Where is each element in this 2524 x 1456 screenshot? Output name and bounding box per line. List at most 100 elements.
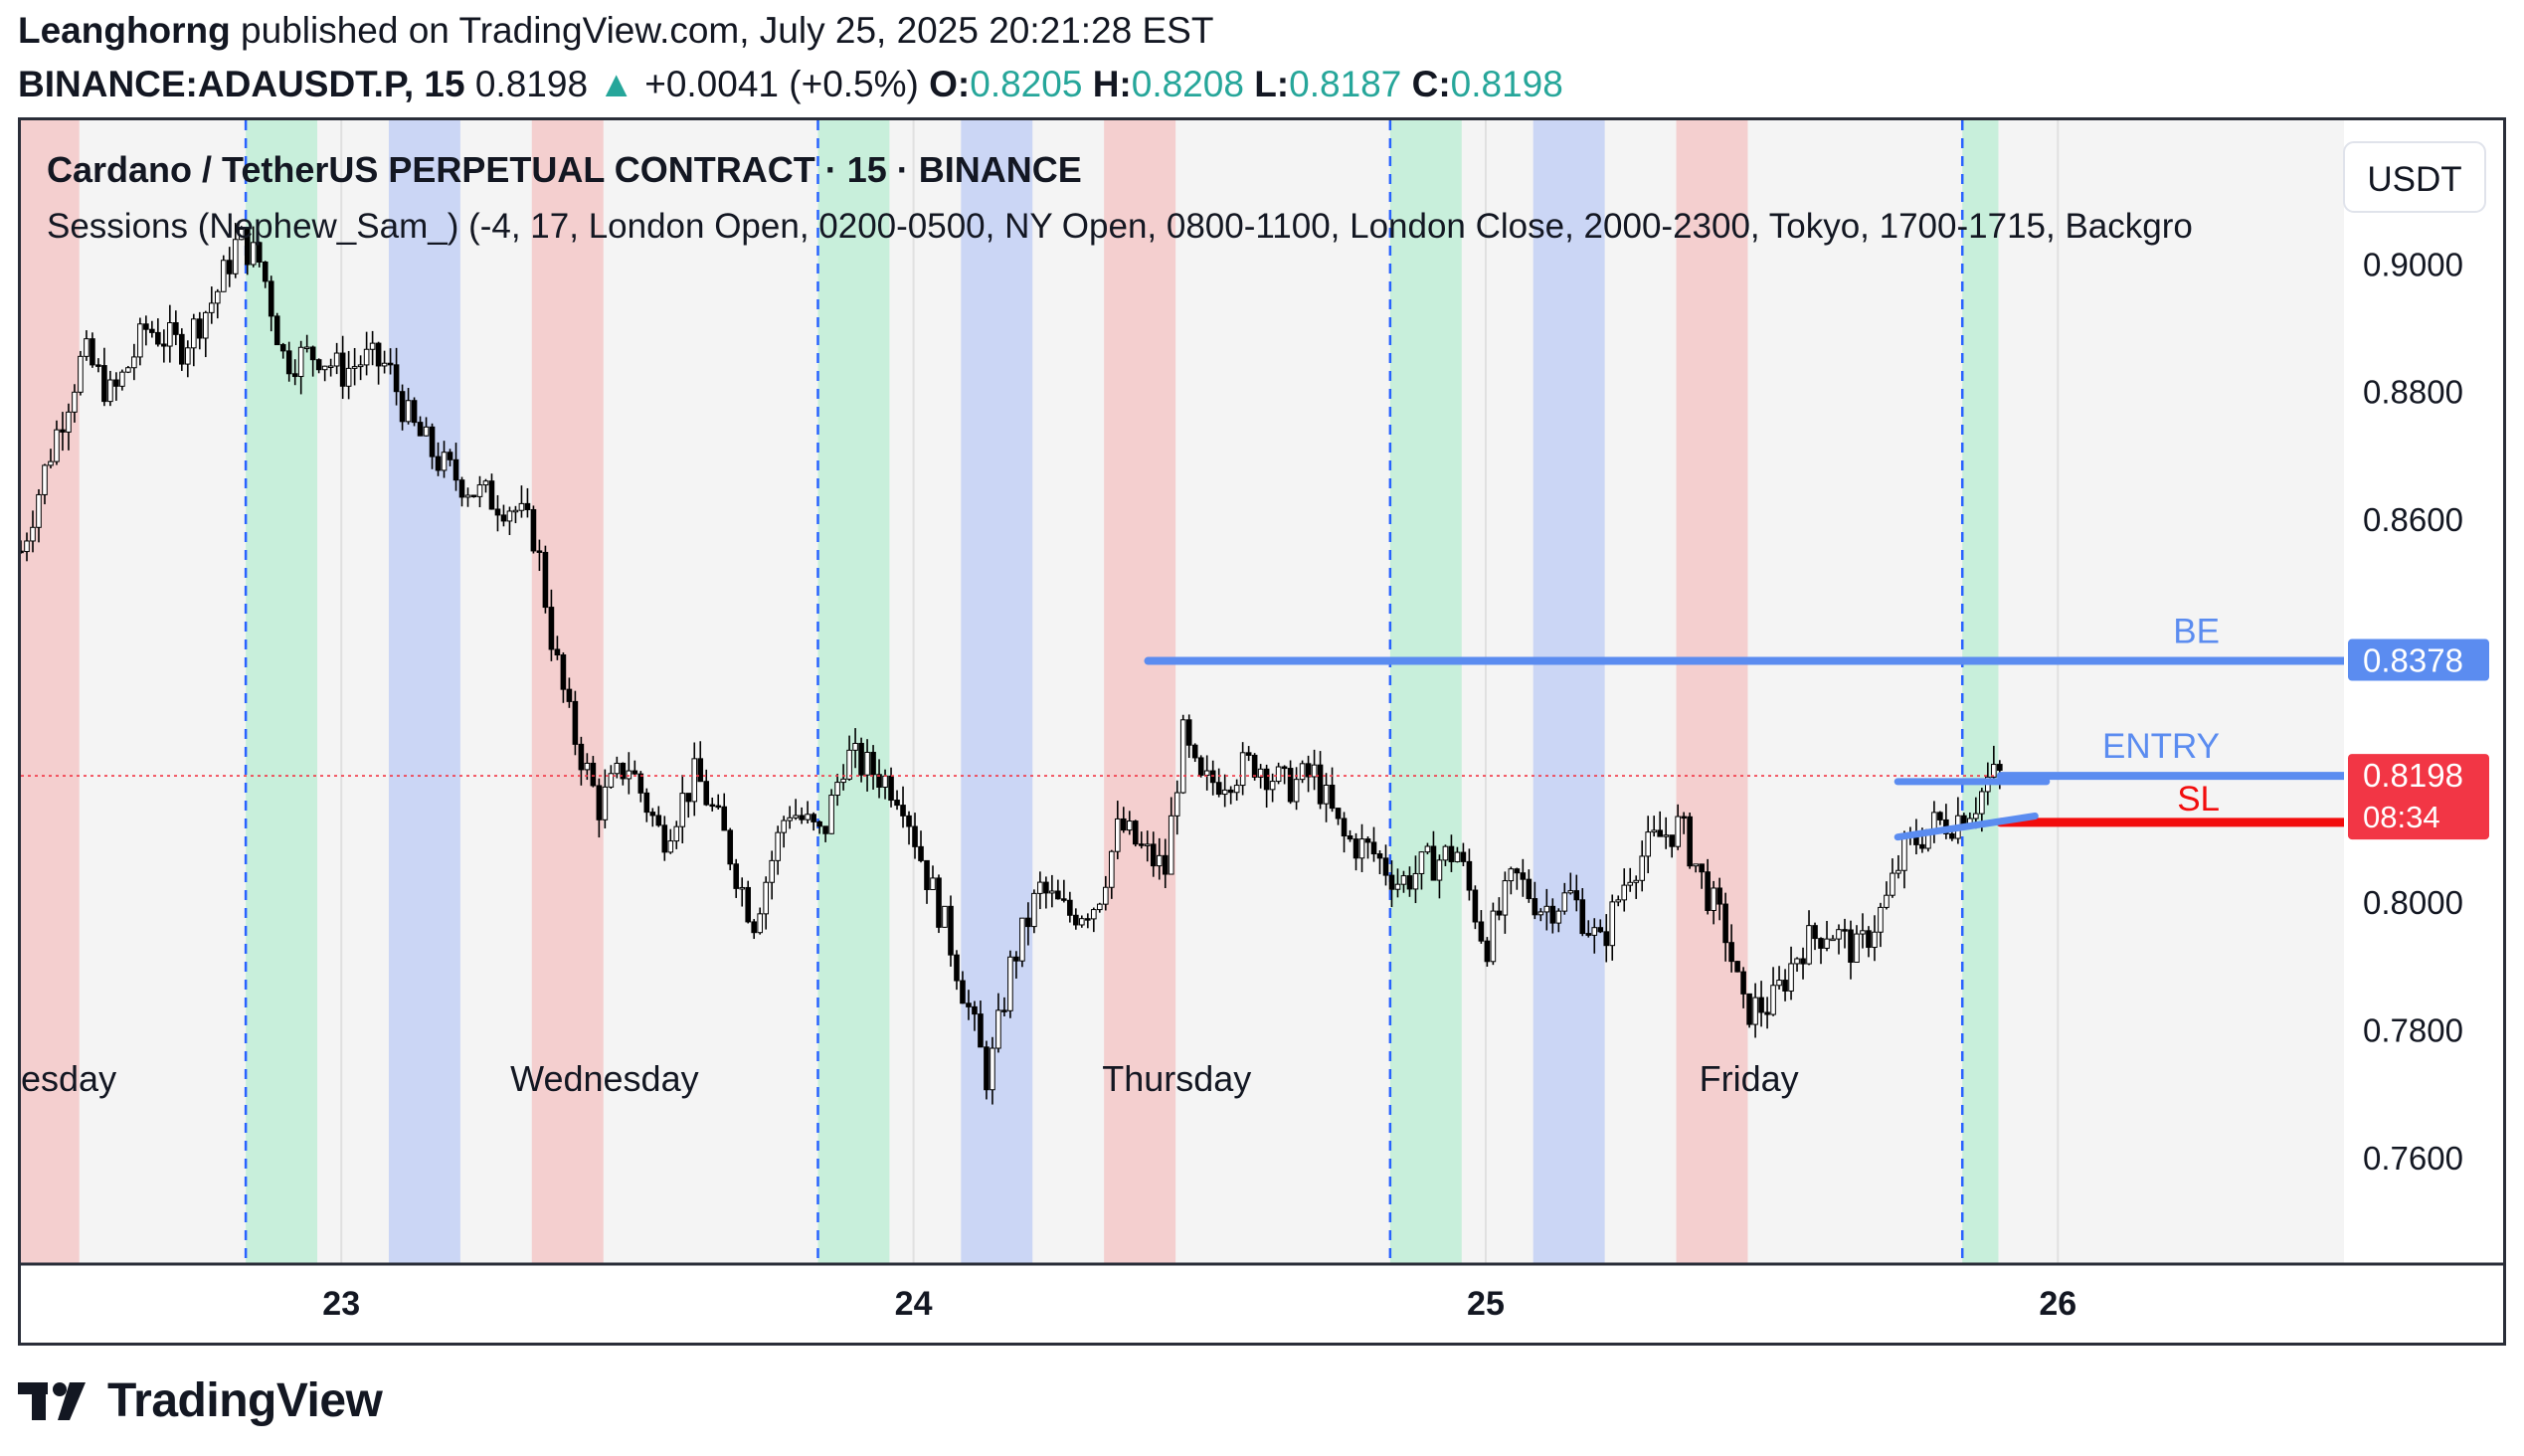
candle (399, 391, 406, 423)
candle (1561, 892, 1568, 912)
candle (423, 426, 430, 437)
low-label: L: (1254, 64, 1290, 104)
candle (1376, 853, 1383, 859)
candle (488, 480, 495, 510)
price-axis[interactable]: 0.7600 0.7800 0.8000 0.8600 0.8800 0.9000 0.83… (2344, 120, 2503, 1264)
candle (24, 540, 30, 553)
candle (745, 886, 751, 923)
candle (978, 1013, 984, 1048)
candle (143, 323, 149, 330)
candle (960, 980, 966, 1004)
symbol-name[interactable]: BINANCE:ADAUSDT.P, 15 (18, 64, 465, 104)
candle (655, 815, 662, 826)
currency-label[interactable]: USDT (2367, 160, 2461, 199)
candle (1037, 881, 1043, 894)
candle (572, 700, 579, 745)
low-value: 0.8187 (1289, 64, 1402, 104)
candle (1281, 766, 1288, 770)
candle (107, 379, 113, 403)
candle (799, 815, 805, 820)
candle (1997, 764, 2003, 771)
candle (1645, 831, 1652, 857)
candle (948, 905, 954, 956)
candle (1693, 863, 1699, 867)
time-tick-label: 25 (1467, 1285, 1505, 1323)
candle (1358, 838, 1365, 859)
candle (208, 302, 215, 313)
currency-button[interactable]: USDT (2343, 141, 2486, 213)
candle (1168, 815, 1174, 875)
candle (637, 773, 644, 794)
candle (1591, 927, 1598, 936)
candle (1335, 808, 1342, 819)
candle (667, 840, 674, 853)
chart-frame[interactable]: esday Wednesday Thursday Friday BE ENTRY SL 0… (18, 117, 2506, 1346)
candle (303, 346, 310, 350)
candle (1317, 764, 1324, 805)
candle (894, 800, 900, 807)
candle (1120, 818, 1127, 831)
candle (1209, 770, 1216, 784)
candle (1496, 910, 1503, 916)
candle (1108, 850, 1115, 888)
candle (173, 322, 179, 335)
candle (238, 228, 245, 241)
be-price-tag[interactable] (2348, 638, 2489, 681)
legend-indicator[interactable]: Sessions (Nephew_Sam_) (-4, 17, London O… (47, 207, 2193, 246)
candle (476, 484, 483, 497)
candle (72, 391, 78, 413)
candle (1442, 845, 1449, 861)
candle (1299, 763, 1306, 781)
candle (536, 550, 543, 553)
trade-levels[interactable]: BE ENTRY SL (21, 613, 2349, 841)
candle (369, 342, 376, 350)
candle (1770, 985, 1776, 1015)
candle (584, 762, 591, 771)
candle (864, 751, 870, 776)
legend-title[interactable]: Cardano / TetherUS PERPETUAL CONTRACT · … (47, 149, 1082, 190)
candle (441, 452, 448, 471)
candle (417, 422, 424, 437)
currency-box[interactable] (2343, 141, 2486, 213)
candle (131, 356, 137, 369)
candle (125, 367, 131, 373)
candle (42, 464, 48, 495)
candle (1687, 816, 1693, 867)
candle (709, 804, 716, 808)
candle (614, 762, 621, 775)
candle (1627, 881, 1634, 886)
candle (900, 805, 906, 817)
candle (1478, 921, 1485, 942)
candle (805, 814, 811, 820)
entry-price-tag[interactable] (2348, 754, 2489, 840)
candle (751, 921, 757, 934)
candle (297, 346, 304, 378)
candle (1794, 958, 1800, 965)
candle (21, 550, 24, 554)
time-axis[interactable]: 23 24 25 26 (21, 1262, 2503, 1343)
price-tick-label: 0.7800 (2363, 1011, 2463, 1048)
candle (560, 654, 567, 690)
candle (834, 782, 840, 797)
candle (1651, 829, 1658, 833)
candle (464, 494, 471, 498)
price-chart[interactable]: esday Wednesday Thursday Friday BE ENTRY SL 0… (21, 120, 2503, 1343)
candle (1293, 779, 1300, 803)
candle (1156, 854, 1163, 867)
candle (458, 479, 465, 498)
session-ny-open (1962, 120, 1999, 1264)
candle (816, 820, 822, 827)
candle (321, 365, 328, 371)
candle (1699, 863, 1705, 873)
candle (1436, 859, 1443, 881)
time-tick-label: 26 (2039, 1285, 2076, 1323)
bar-countdown: 08:34 (2363, 800, 2440, 834)
candle (1049, 890, 1055, 894)
author-name[interactable]: Leanghorng (18, 10, 231, 51)
candle (1406, 875, 1413, 890)
tradingview-logo[interactable]: TradingView (18, 1370, 383, 1430)
trend-segment[interactable] (1893, 812, 2039, 841)
candle (757, 913, 763, 934)
candle (739, 886, 746, 890)
candle (1508, 868, 1515, 882)
